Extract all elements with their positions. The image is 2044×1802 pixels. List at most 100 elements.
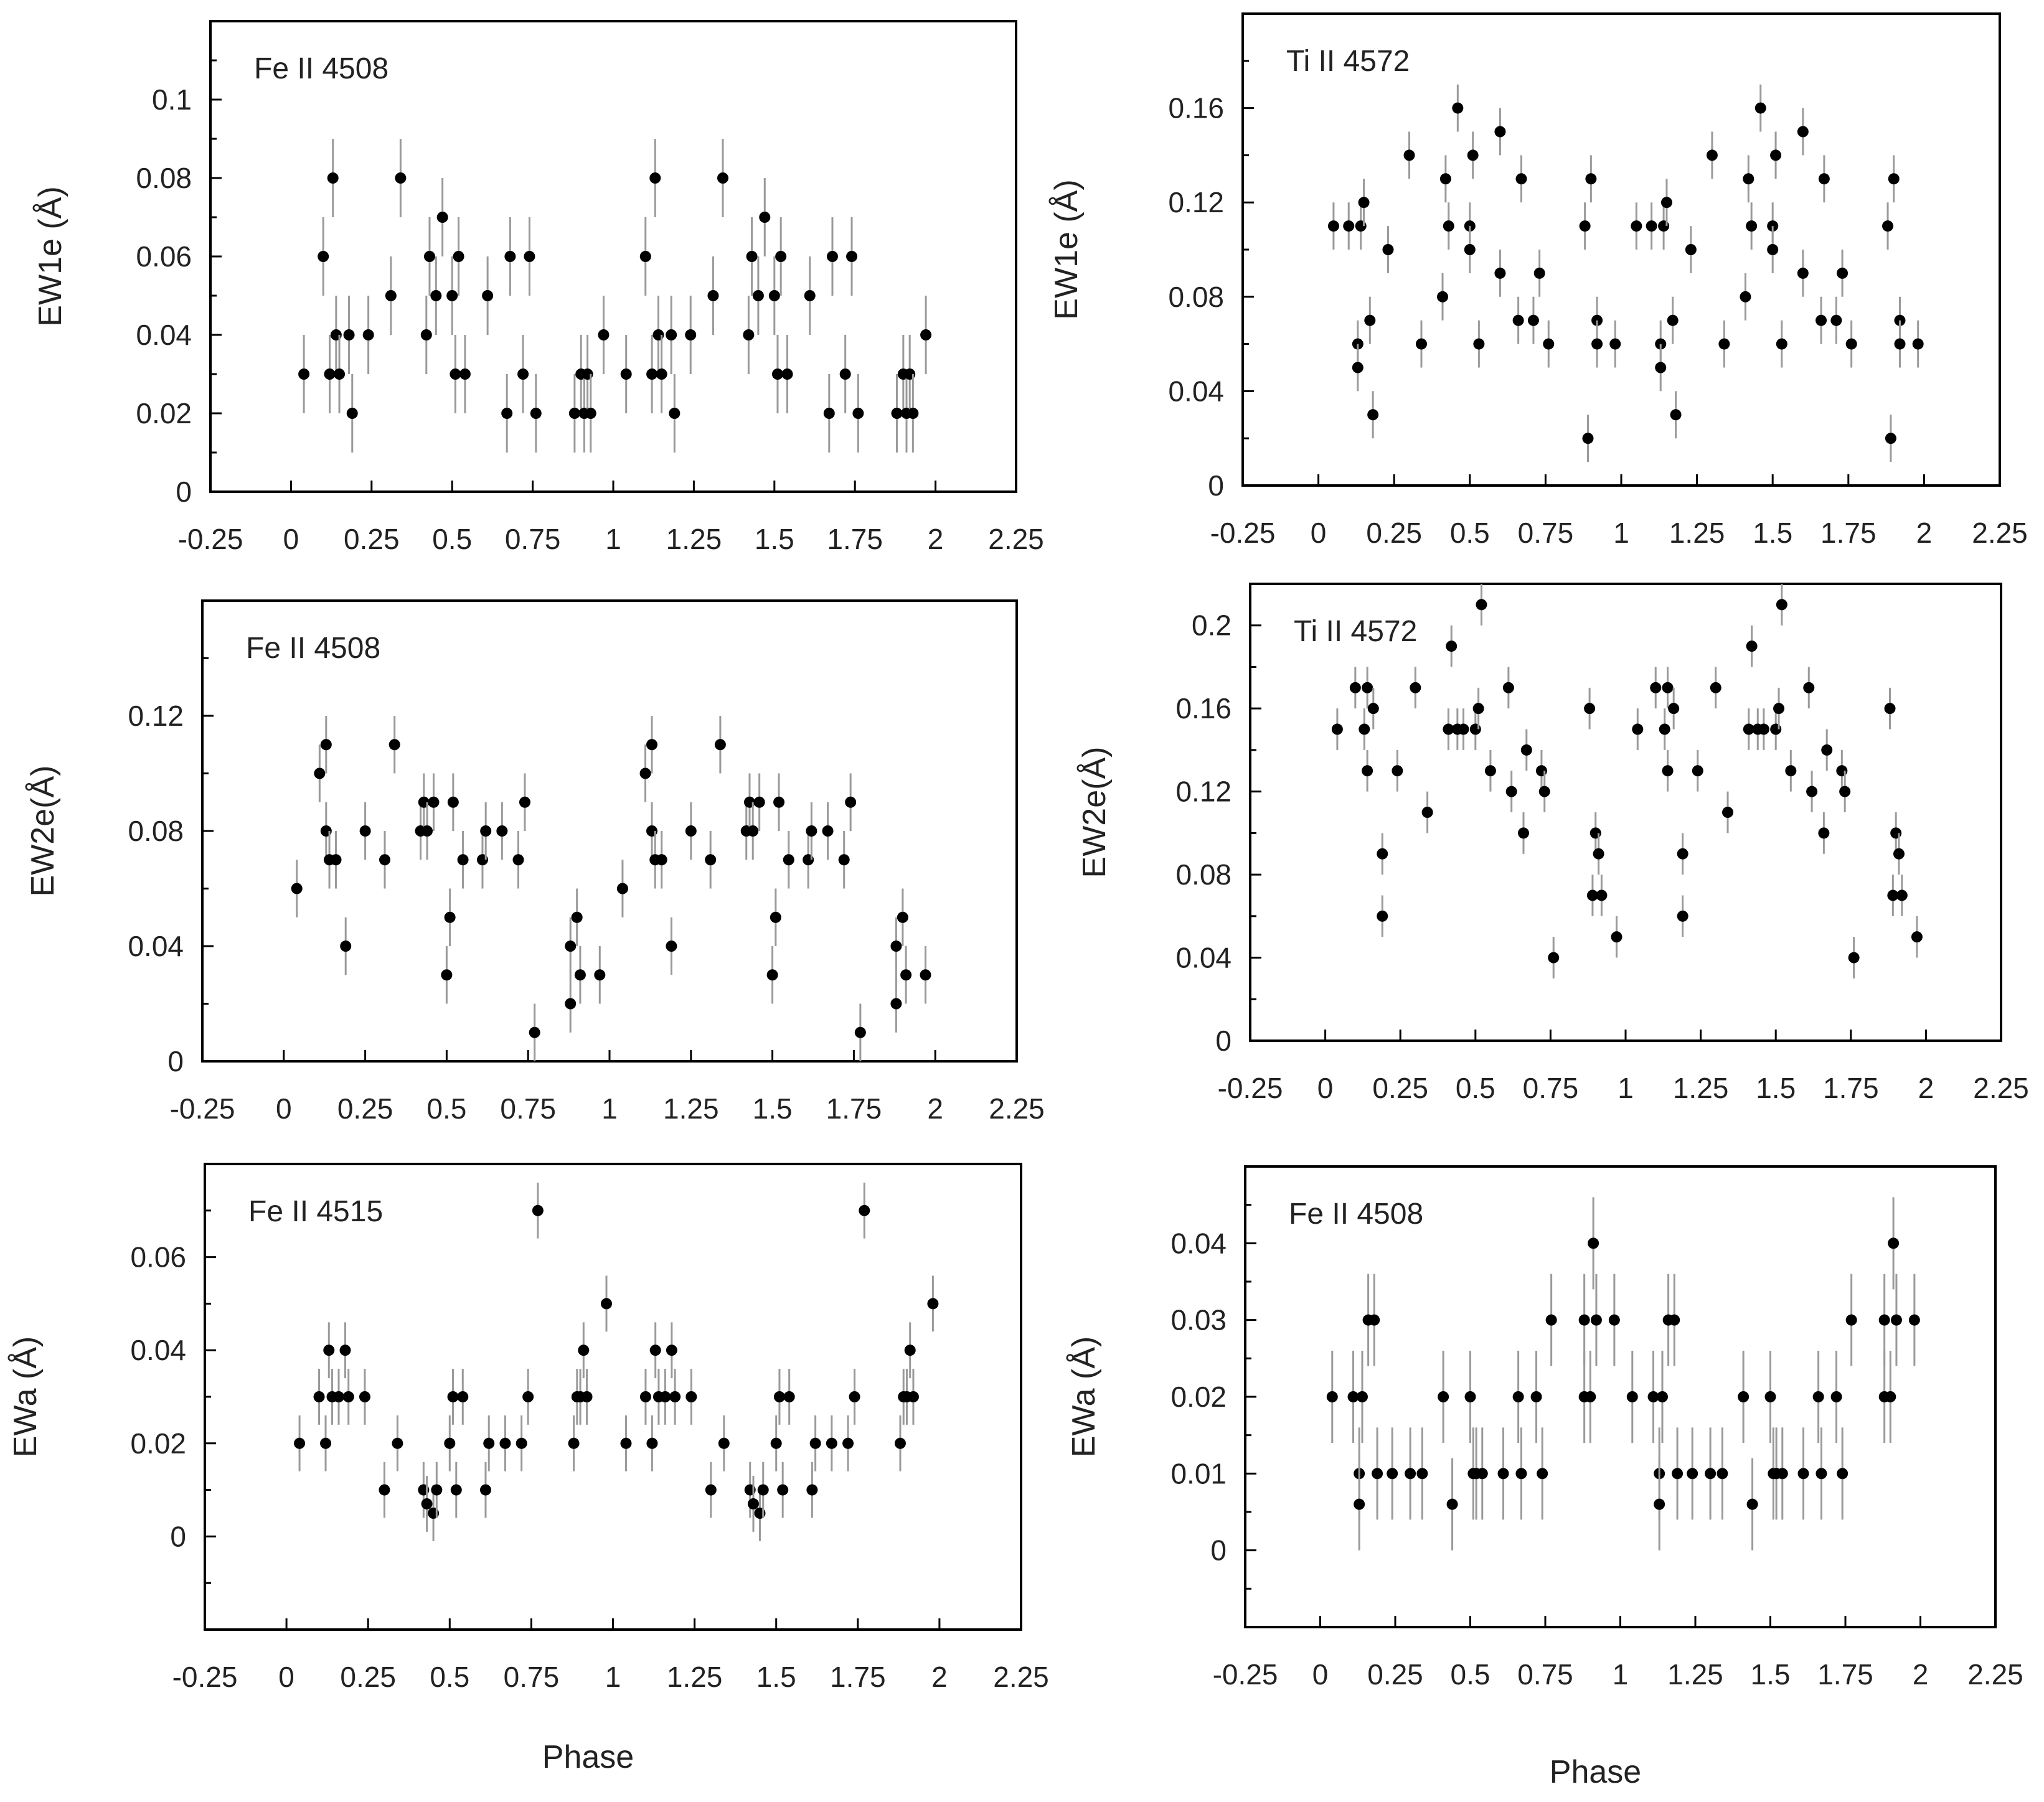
data-point — [496, 825, 508, 837]
x-tick-label: 2 — [1918, 1072, 1934, 1104]
panel-label: Fe II 4508 — [1289, 1198, 1423, 1231]
data-point — [516, 1437, 527, 1449]
data-point — [1437, 291, 1449, 303]
data-point — [1443, 723, 1454, 735]
y-tick-label: 0.02 — [130, 1427, 186, 1460]
y-tick-label: 0.1 — [152, 83, 192, 116]
x-tick-label: 0.25 — [1372, 1072, 1428, 1104]
data-point — [1467, 149, 1479, 161]
data-point — [753, 796, 765, 808]
x-tick-label: 2 — [931, 1661, 948, 1693]
x-tick-label: 0 — [1311, 517, 1327, 549]
y-tick-label: 0.04 — [1168, 375, 1224, 407]
data-point — [1415, 338, 1427, 350]
data-point — [431, 1484, 443, 1496]
y-tick-label: 0 — [170, 1520, 186, 1552]
data-point — [783, 854, 794, 866]
data-point — [1650, 682, 1662, 693]
x-tick-label: 2.25 — [989, 1092, 1045, 1125]
x-tick-label: 0 — [276, 1092, 292, 1125]
data-point — [1662, 682, 1674, 693]
data-point — [1894, 338, 1906, 350]
data-point — [1767, 244, 1779, 255]
data-point — [1364, 314, 1376, 326]
data-point — [649, 1344, 661, 1356]
x-tick-label: 1.25 — [667, 1661, 723, 1693]
data-point — [639, 251, 651, 262]
data-point — [1387, 1468, 1398, 1480]
data-point — [656, 854, 667, 866]
x-tick-label: 0 — [1317, 1072, 1334, 1104]
data-point — [838, 854, 850, 866]
data-point — [1502, 682, 1514, 693]
data-point — [483, 1437, 495, 1449]
x-tick-label: 1 — [1613, 517, 1629, 549]
data-point — [1746, 641, 1758, 652]
data-point — [1446, 1498, 1458, 1510]
data-point — [1687, 1468, 1698, 1480]
data-point — [757, 1484, 769, 1496]
data-point — [323, 1344, 335, 1356]
data-point — [1717, 1468, 1728, 1480]
data-point — [891, 408, 903, 419]
data-point — [479, 1484, 491, 1496]
panel-label: Fe II 4515 — [248, 1195, 383, 1228]
data-point — [718, 1437, 730, 1449]
data-point — [646, 368, 658, 380]
data-point — [1372, 1468, 1383, 1480]
x-tick-label: 0.75 — [1518, 517, 1574, 549]
data-point — [639, 1391, 651, 1402]
x-tick-label: 2.25 — [1972, 517, 2028, 549]
panel-label: Fe II 4508 — [254, 52, 389, 85]
data-point — [1816, 1468, 1827, 1480]
data-point — [1773, 703, 1785, 715]
data-point — [565, 941, 577, 952]
data-point — [920, 329, 932, 340]
y-axis-title: EW2e(Å) — [1076, 747, 1113, 878]
data-point — [1631, 220, 1642, 232]
data-point — [620, 368, 632, 380]
data-point — [1884, 703, 1896, 715]
data-point — [1685, 244, 1697, 255]
x-tick-label: 0.75 — [1517, 1658, 1573, 1691]
data-point — [1405, 1468, 1416, 1480]
data-point — [852, 408, 864, 419]
data-point — [314, 767, 326, 779]
x-tick-label: 2 — [927, 1092, 943, 1125]
data-point — [1538, 786, 1550, 797]
x-tick-label: -0.25 — [172, 1661, 238, 1693]
data-point — [616, 883, 628, 894]
data-point — [839, 368, 851, 380]
data-point — [1494, 126, 1506, 138]
data-point — [1588, 1237, 1599, 1249]
data-point — [422, 825, 433, 837]
data-point — [324, 368, 336, 380]
data-point — [1692, 765, 1703, 777]
x-tick-label: -0.25 — [170, 1092, 235, 1125]
data-point — [1362, 765, 1373, 777]
data-point — [571, 911, 583, 923]
data-point — [362, 329, 374, 340]
data-point — [1327, 220, 1339, 232]
data-point — [392, 1437, 403, 1449]
data-point — [346, 408, 358, 419]
data-point — [1512, 1391, 1524, 1402]
data-point — [897, 911, 908, 923]
data-point — [666, 941, 677, 952]
data-point — [1770, 149, 1782, 161]
data-point — [842, 1437, 854, 1449]
data-point — [717, 172, 728, 184]
data-point — [1677, 910, 1688, 922]
data-point — [517, 368, 529, 380]
data-point — [806, 825, 817, 837]
y-tick-label: 0.06 — [136, 240, 192, 273]
data-point — [1626, 1391, 1638, 1402]
data-point — [379, 1484, 390, 1496]
y-tick-label: 0.04 — [128, 930, 184, 962]
data-point — [646, 739, 658, 751]
data-point — [1515, 173, 1527, 185]
data-point — [1585, 1391, 1596, 1402]
data-point — [823, 408, 835, 419]
data-point — [1754, 102, 1766, 114]
y-tick-label: 0.12 — [128, 700, 184, 732]
